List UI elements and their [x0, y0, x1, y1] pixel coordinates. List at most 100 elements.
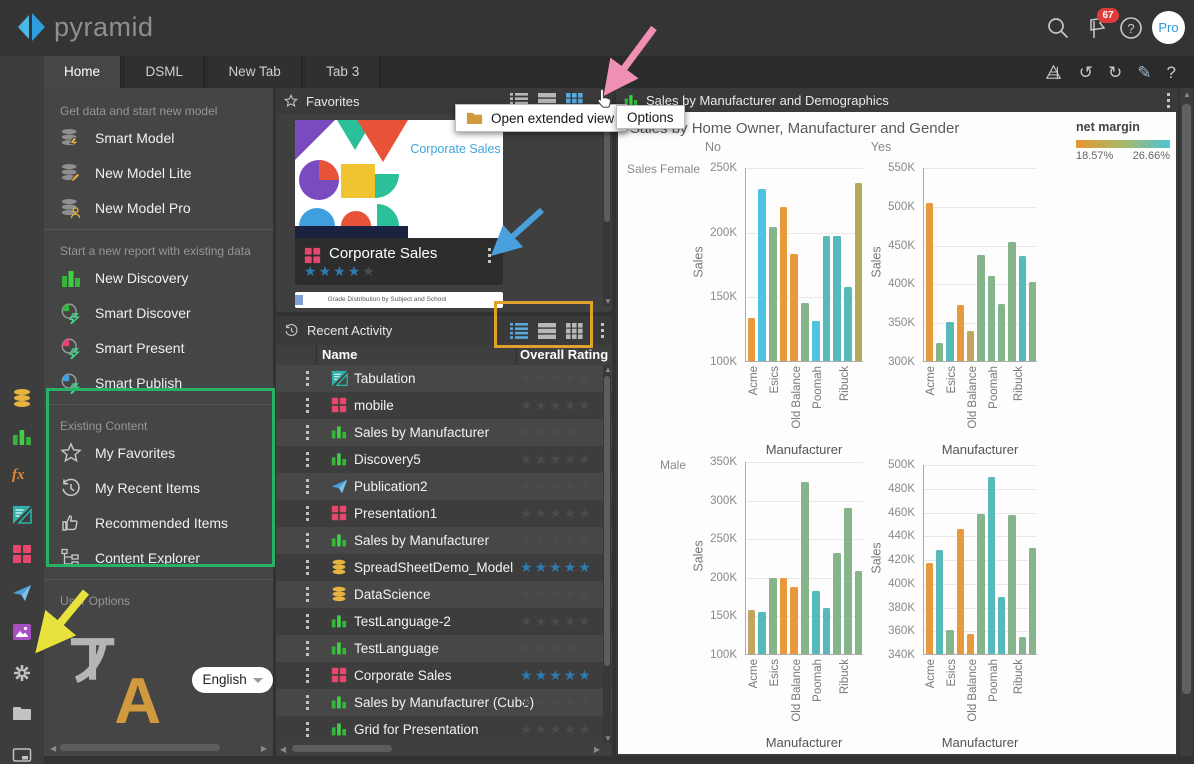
star-icon[interactable]: ★ [549, 559, 564, 575]
star-icon[interactable]: ★ [304, 263, 319, 279]
scrollbar-thumb[interactable] [60, 744, 220, 751]
outer-vertical-scrollbar[interactable]: ▲ [1180, 88, 1193, 756]
star-icon[interactable]: ★ [549, 370, 564, 386]
scroll-right-arrow[interactable]: ▶ [593, 745, 600, 754]
star-icon[interactable]: ★ [534, 424, 550, 440]
bar[interactable] [790, 253, 799, 361]
rail-illustrate-image-icon[interactable] [12, 622, 32, 642]
star-icon[interactable]: ★ [563, 613, 579, 629]
bar[interactable] [790, 586, 799, 654]
star-icon[interactable]: ★ [549, 640, 564, 656]
bar[interactable] [854, 571, 863, 654]
star-icon[interactable]: ★ [534, 721, 550, 737]
bar[interactable] [925, 202, 933, 361]
bar[interactable] [833, 235, 842, 361]
edit-pencil-icon[interactable]: ✎ [1137, 62, 1152, 82]
star-icon[interactable]: ★ [520, 694, 535, 710]
star-icon[interactable]: ★ [347, 263, 363, 279]
bar[interactable] [833, 552, 842, 654]
row-options-ellipsis[interactable] [306, 398, 309, 413]
star-icon[interactable]: ★ [520, 640, 535, 656]
row-options-ellipsis[interactable] [306, 668, 309, 683]
bar[interactable] [956, 305, 964, 361]
star-icon[interactable]: ★ [549, 613, 564, 629]
star-icon[interactable]: ★ [333, 263, 348, 279]
star-icon[interactable]: ★ [563, 505, 579, 521]
scroll-down-arrow[interactable]: ▼ [604, 297, 612, 306]
row-options-ellipsis[interactable] [306, 479, 309, 494]
tile-rating-stars[interactable]: ★★★★★ [304, 263, 377, 280]
menu-item-my-favorites[interactable]: My Favorites [44, 435, 273, 470]
star-icon[interactable]: ★ [578, 370, 593, 386]
menu-item-content-explorer[interactable]: Content Explorer [44, 540, 273, 575]
help-icon[interactable]: ? [1119, 16, 1143, 40]
bar[interactable] [768, 578, 777, 654]
scroll-right-arrow[interactable]: ▶ [260, 744, 267, 753]
star-icon[interactable]: ★ [549, 721, 564, 737]
star-icon[interactable]: ★ [520, 613, 535, 629]
star-icon[interactable]: ★ [520, 532, 535, 548]
table-row[interactable]: TestLanguage-2 ★★★★★ [276, 608, 612, 635]
star-icon[interactable]: ★ [563, 397, 579, 413]
bar[interactable] [987, 275, 996, 361]
bar[interactable] [758, 189, 766, 361]
star-icon[interactable]: ★ [549, 505, 564, 521]
bar[interactable] [998, 597, 1006, 654]
star-icon[interactable]: ★ [578, 559, 593, 575]
table-row[interactable]: Presentation1 ★★★★★ [276, 500, 612, 527]
bar[interactable] [1018, 256, 1027, 361]
column-header-overall-rating[interactable]: Overall Rating [520, 347, 609, 362]
bar[interactable] [946, 322, 954, 361]
scroll-up-arrow[interactable]: ▲ [1183, 90, 1191, 99]
table-row[interactable]: Sales by Manufacturer (Cube) ★★★★★ [276, 689, 612, 716]
star-icon[interactable]: ★ [534, 451, 550, 467]
scroll-down-arrow[interactable]: ▼ [604, 734, 612, 743]
star-icon[interactable]: ★ [578, 532, 593, 548]
table-row[interactable]: TestLanguage ★★★★★ [276, 635, 612, 662]
star-icon[interactable]: ★ [534, 505, 550, 521]
table-row[interactable]: Publication2 ★★★★★ [276, 473, 612, 500]
favorite-tile-grade-distribution[interactable]: Grade Distribution by Subject and School [295, 292, 503, 308]
bar[interactable] [987, 477, 996, 654]
view-grid-icon[interactable] [566, 322, 583, 339]
bar[interactable] [747, 610, 756, 654]
slicer-icon[interactable] [1045, 63, 1064, 82]
refresh-icon[interactable]: ↻ [1108, 62, 1123, 82]
bar[interactable] [844, 508, 852, 654]
star-icon[interactable]: ★ [549, 451, 564, 467]
row-rating[interactable]: ★★★★★ [520, 694, 602, 711]
table-row[interactable]: Discovery5 ★★★★★ [276, 446, 612, 473]
menu-item-new-model-pro[interactable]: New Model Pro [44, 190, 273, 225]
row-rating[interactable]: ★★★★★ [520, 721, 602, 738]
row-rating[interactable]: ★★★★★ [520, 532, 602, 549]
tab-home[interactable]: Home [44, 56, 122, 88]
star-icon[interactable]: ★ [549, 478, 564, 494]
bar[interactable] [977, 254, 985, 361]
star-icon[interactable]: ★ [563, 586, 579, 602]
bar[interactable] [1008, 242, 1016, 361]
rail-model-database-icon[interactable] [12, 388, 32, 408]
star-icon[interactable]: ★ [318, 263, 334, 279]
menu-horizontal-scrollbar[interactable]: ◀ ▶ [48, 743, 269, 753]
scrollbar-thumb[interactable] [292, 745, 392, 752]
star-icon[interactable]: ★ [520, 397, 535, 413]
tile-options-ellipsis[interactable] [488, 248, 491, 263]
star-icon[interactable]: ★ [563, 532, 579, 548]
star-icon[interactable]: ★ [520, 559, 535, 575]
view-details-icon[interactable] [538, 322, 556, 339]
view-list-icon-active[interactable] [510, 322, 528, 339]
row-rating[interactable]: ★★★★★ [520, 505, 602, 522]
menu-item-smart-model[interactable]: Smart Model [44, 120, 273, 155]
bar[interactable] [966, 633, 975, 654]
bar[interactable] [946, 630, 954, 654]
row-rating[interactable]: ★★★★★ [520, 424, 602, 441]
language-select[interactable]: English [192, 666, 273, 693]
rail-tabulation-icon[interactable] [12, 505, 32, 525]
scrollbar-thumb[interactable] [1182, 104, 1191, 694]
row-options-ellipsis[interactable] [306, 371, 309, 386]
rail-workstation-icon[interactable] [12, 746, 32, 764]
star-icon[interactable]: ★ [578, 721, 593, 737]
star-icon[interactable]: ★ [563, 640, 579, 656]
row-rating[interactable]: ★★★★★ [520, 478, 602, 495]
star-icon[interactable]: ★ [563, 451, 579, 467]
